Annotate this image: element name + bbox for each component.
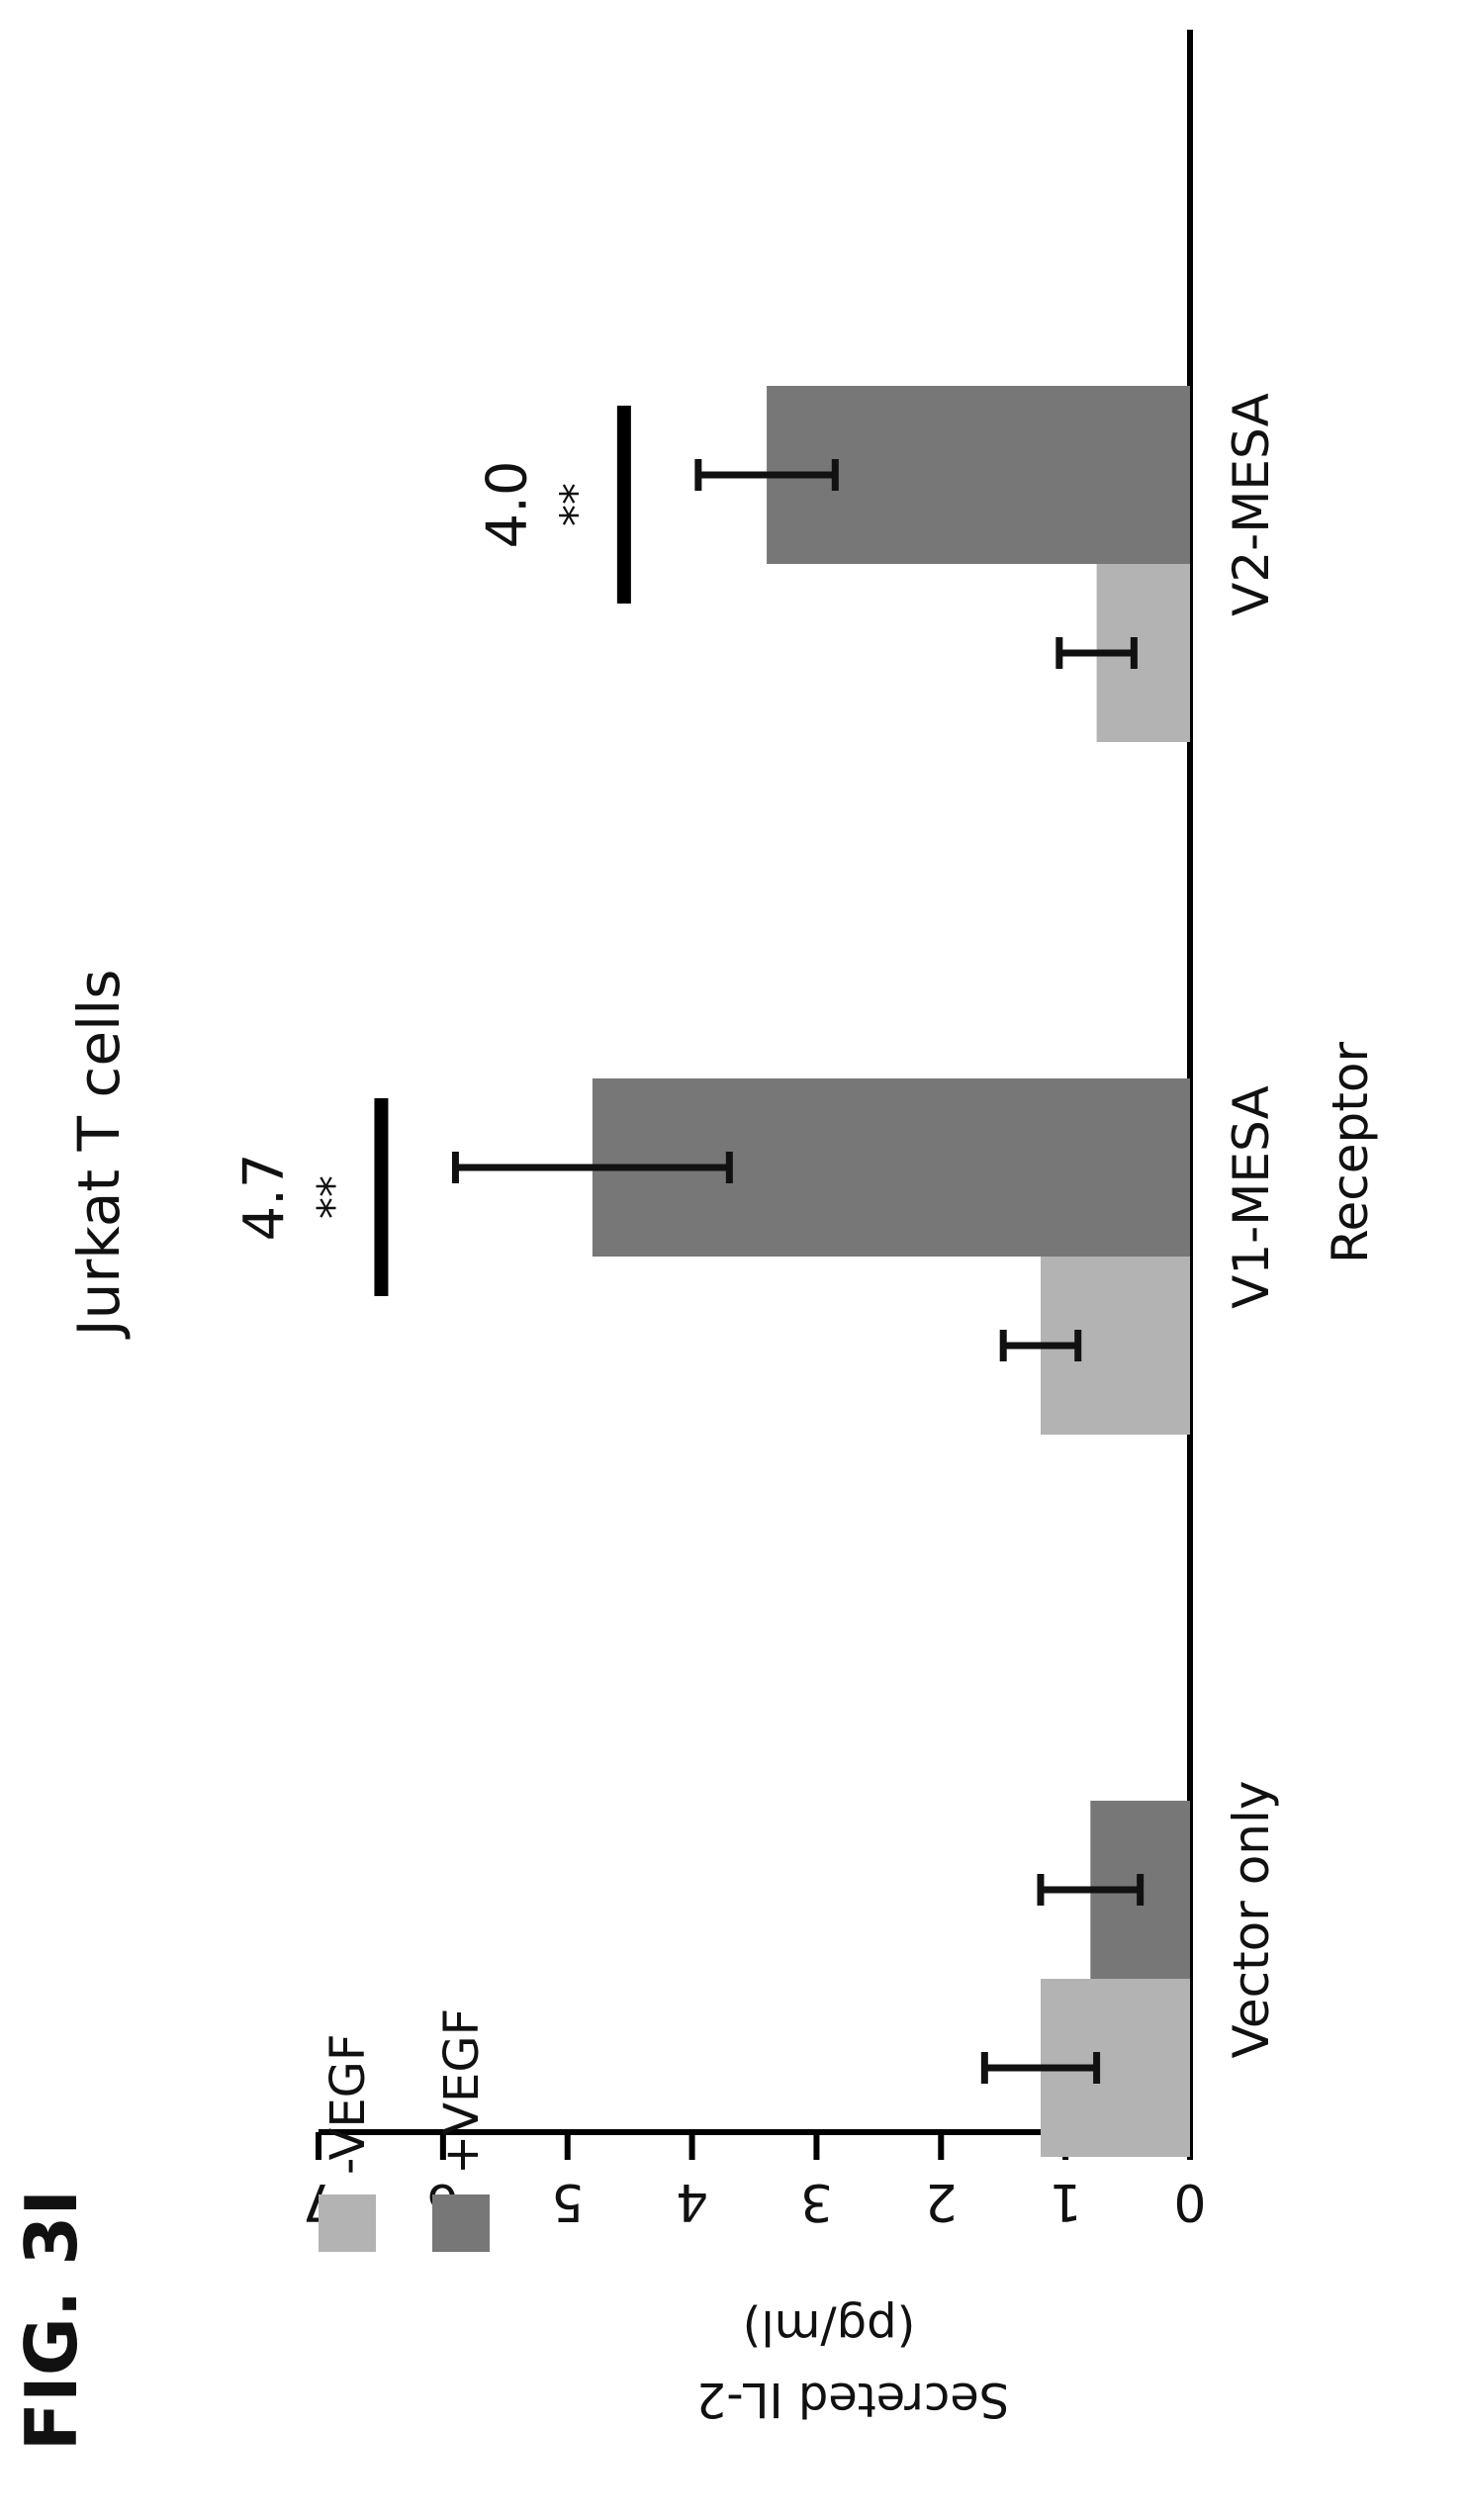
x-tick-label-v2-mesa: V2-MESA [1223,393,1280,616]
y-tick-label-1: 1 [1050,2172,1082,2231]
fold-change-label-0: 4.7 [232,1153,297,1241]
y-axis-label: Secreted IL-2 [696,2372,1010,2427]
significance-stars-1: ** [551,483,601,526]
y-tick-label-5: 5 [551,2172,584,2231]
y-tick-label-4: 4 [676,2172,708,2231]
y-tick-label-3: 3 [800,2172,833,2231]
x-tick-label-vector-only: Vector only [1223,1781,1280,2059]
y-tick-label-2: 2 [925,2172,958,2231]
fold-change-label-1: 4.0 [475,460,539,548]
y-tick-label-0: 0 [1173,2172,1206,2231]
legend-swatch-minus-vegf [319,2194,376,2252]
plot-layer: 01234567Vector onlyV1-MESAV2-MESA**4.7**… [232,30,1280,2231]
legend-label-plus-vegf: +VEGF [434,2008,490,2175]
figure-label: FIG. 3I [10,2190,93,2451]
chart-title: Jurkat T cells [65,970,133,1340]
x-tick-label-v1-mesa: V1-MESA [1223,1085,1280,1309]
x-axis-label: Receptor [1322,1042,1379,1263]
legend-label-minus-vegf: -VEGF [321,2034,376,2175]
legend-swatch-plus-vegf [432,2194,490,2252]
legend: -VEGF +VEGF [319,2008,490,2252]
y-axis-unit-label: (pg/ml) [743,2299,916,2355]
significance-stars-0: ** [309,1175,359,1219]
